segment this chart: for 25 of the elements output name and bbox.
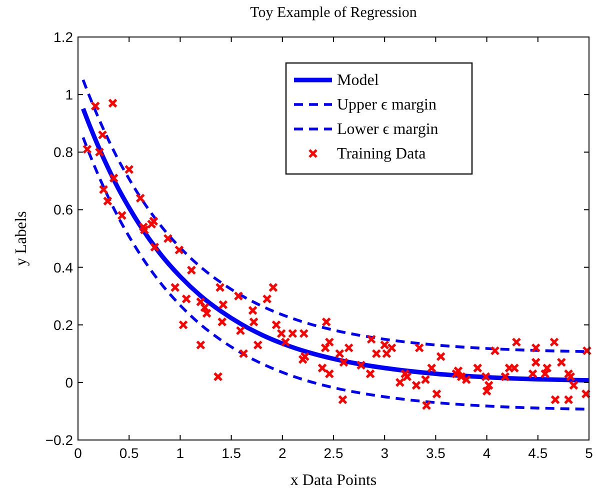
x-tick-label: 0.5: [119, 445, 140, 461]
y-tick-label: 1: [65, 86, 74, 103]
legend-label: Upper ϵ margin: [337, 96, 436, 114]
x-tick-label: 1.5: [222, 445, 242, 461]
y-tick-label: 0.4: [54, 259, 74, 276]
x-tick-label: 5: [585, 445, 594, 461]
legend-label: Model: [337, 72, 380, 89]
y-tick-label: 0.6: [54, 202, 74, 218]
x-tick-label: 4.5: [528, 445, 548, 461]
y-tick-label: 0: [65, 374, 74, 390]
x-tick-label: 4: [482, 445, 491, 461]
y-tick-label: 1.2: [54, 29, 74, 45]
x-tick-label: 1: [176, 445, 184, 461]
x-tick-label: 3: [380, 445, 389, 461]
y-tick-label: −0.2: [45, 432, 74, 448]
legend-label: Training Data: [337, 146, 426, 162]
x-tick-label: 2: [278, 445, 286, 461]
x-tick-label: 2.5: [324, 445, 344, 461]
y-axis-title: y Labels: [13, 211, 30, 266]
legend-label: Lower ϵ margin: [337, 121, 438, 138]
y-tick-label: 0.2: [54, 316, 74, 333]
chart-title: Toy Example of Regression: [250, 5, 418, 21]
y-tick-label: 0.8: [54, 144, 74, 160]
x-tick-label: 3.5: [426, 445, 446, 461]
x-axis-title: x Data Points: [290, 472, 377, 489]
